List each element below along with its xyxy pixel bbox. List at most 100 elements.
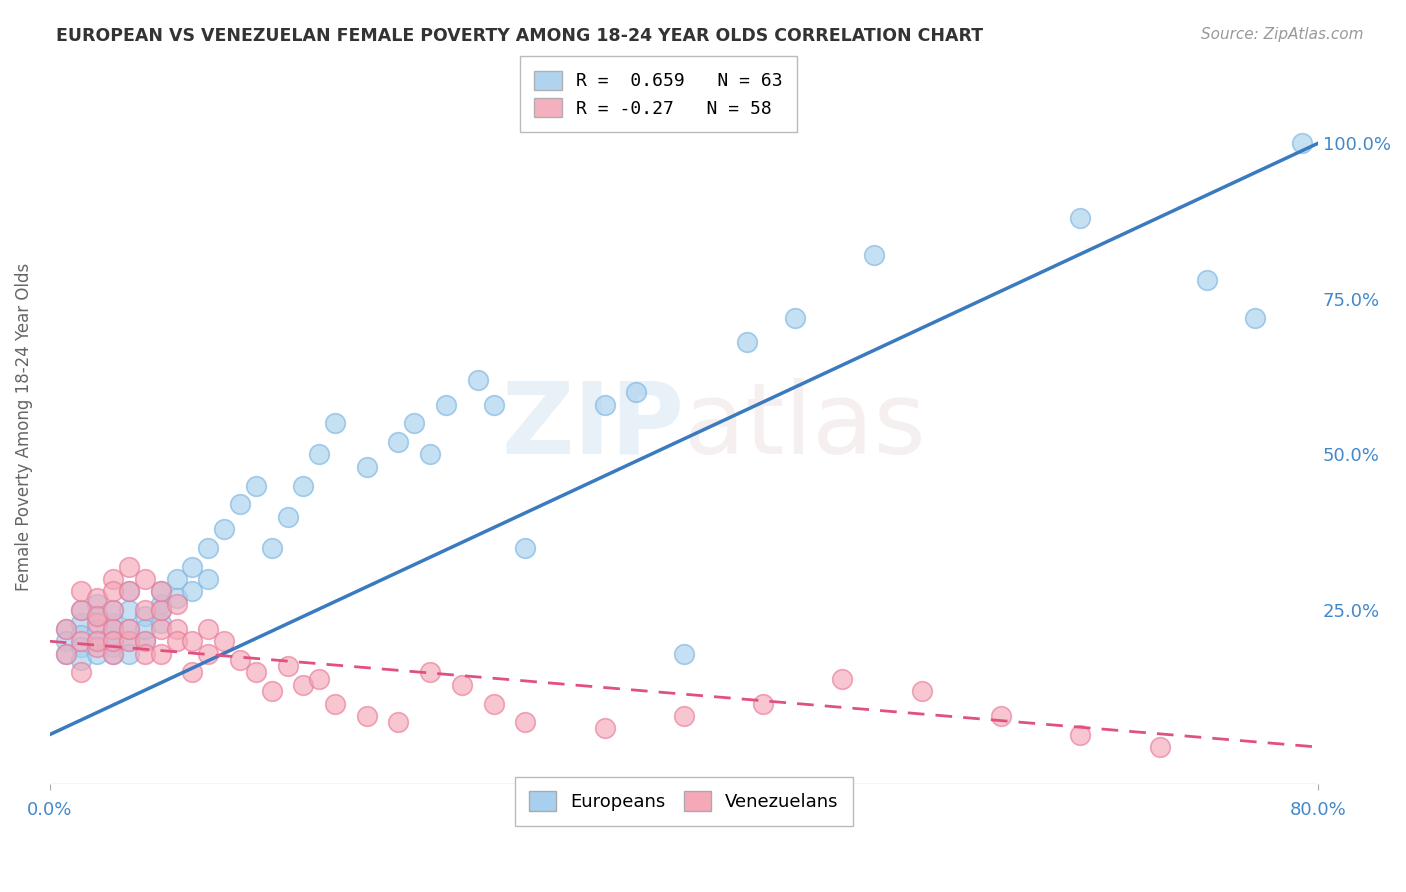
Point — [86, 640, 108, 655]
Point — [181, 634, 204, 648]
Point — [101, 584, 124, 599]
Point — [118, 584, 141, 599]
Point — [276, 509, 298, 524]
Point — [149, 622, 172, 636]
Point — [515, 715, 537, 730]
Point — [626, 385, 648, 400]
Point — [118, 559, 141, 574]
Point — [86, 634, 108, 648]
Point — [482, 697, 505, 711]
Point — [166, 622, 188, 636]
Text: Source: ZipAtlas.com: Source: ZipAtlas.com — [1201, 27, 1364, 42]
Point — [245, 478, 267, 492]
Point — [55, 622, 77, 636]
Point — [229, 653, 252, 667]
Point — [308, 448, 330, 462]
Point — [101, 622, 124, 636]
Point — [118, 622, 141, 636]
Point — [229, 497, 252, 511]
Point — [101, 603, 124, 617]
Point — [323, 417, 346, 431]
Point — [86, 597, 108, 611]
Point — [86, 615, 108, 630]
Point — [55, 622, 77, 636]
Point — [101, 634, 124, 648]
Point — [86, 622, 108, 636]
Point — [118, 647, 141, 661]
Point — [134, 572, 156, 586]
Point — [737, 335, 759, 350]
Point — [70, 603, 93, 617]
Point — [86, 609, 108, 624]
Point — [181, 584, 204, 599]
Point — [134, 603, 156, 617]
Point — [86, 609, 108, 624]
Point — [166, 572, 188, 586]
Point — [831, 672, 853, 686]
Point — [1149, 740, 1171, 755]
Point — [101, 603, 124, 617]
Point — [1197, 273, 1219, 287]
Point — [70, 634, 93, 648]
Point — [149, 584, 172, 599]
Point — [55, 647, 77, 661]
Point — [101, 572, 124, 586]
Point — [149, 603, 172, 617]
Point — [276, 659, 298, 673]
Point — [55, 647, 77, 661]
Point — [419, 665, 441, 680]
Point — [134, 634, 156, 648]
Point — [1291, 136, 1313, 151]
Point — [783, 310, 806, 325]
Point — [134, 622, 156, 636]
Point — [149, 603, 172, 617]
Point — [70, 603, 93, 617]
Point — [118, 603, 141, 617]
Point — [356, 709, 378, 723]
Text: EUROPEAN VS VENEZUELAN FEMALE POVERTY AMONG 18-24 YEAR OLDS CORRELATION CHART: EUROPEAN VS VENEZUELAN FEMALE POVERTY AM… — [56, 27, 983, 45]
Point — [134, 634, 156, 648]
Legend: Europeans, Venezuelans: Europeans, Venezuelans — [515, 777, 853, 825]
Point — [101, 640, 124, 655]
Point — [260, 541, 283, 555]
Point — [101, 634, 124, 648]
Point — [86, 647, 108, 661]
Point — [181, 559, 204, 574]
Point — [990, 709, 1012, 723]
Point — [149, 647, 172, 661]
Point — [70, 653, 93, 667]
Point — [593, 398, 616, 412]
Point — [356, 459, 378, 474]
Point — [212, 522, 235, 536]
Point — [245, 665, 267, 680]
Point — [467, 373, 489, 387]
Point — [260, 684, 283, 698]
Point — [70, 640, 93, 655]
Point — [70, 665, 93, 680]
Point — [197, 541, 219, 555]
Point — [515, 541, 537, 555]
Point — [1243, 310, 1265, 325]
Point — [197, 572, 219, 586]
Point — [149, 615, 172, 630]
Point — [86, 634, 108, 648]
Point — [181, 665, 204, 680]
Point — [451, 678, 474, 692]
Text: ZIP: ZIP — [501, 378, 683, 475]
Point — [197, 622, 219, 636]
Point — [387, 435, 409, 450]
Point — [149, 584, 172, 599]
Point — [387, 715, 409, 730]
Point — [911, 684, 934, 698]
Point — [482, 398, 505, 412]
Point — [70, 615, 93, 630]
Point — [134, 647, 156, 661]
Point — [70, 628, 93, 642]
Point — [118, 634, 141, 648]
Point — [101, 647, 124, 661]
Point — [434, 398, 457, 412]
Point — [166, 591, 188, 605]
Point — [292, 678, 315, 692]
Point — [863, 248, 886, 262]
Point — [308, 672, 330, 686]
